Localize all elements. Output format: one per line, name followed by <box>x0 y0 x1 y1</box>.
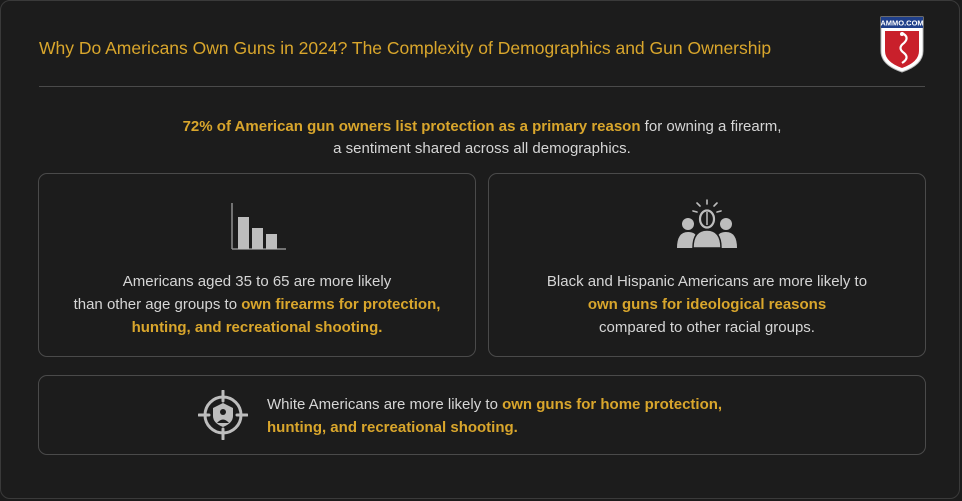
race-line-1: Black and Hispanic Americans are more li… <box>546 273 868 290</box>
white-card: White Americans are more likely to own g… <box>38 375 926 455</box>
age-line-2: than other age groups to own firearms fo… <box>39 293 475 316</box>
bar-chart-icon <box>231 203 286 250</box>
group-people-icon <box>677 199 737 249</box>
intro-line-2: a sentiment shared across all demographi… <box>333 140 631 157</box>
intro-rest: for owning a firearm, <box>640 118 782 135</box>
intro-statement: 72% of American gun owners list protecti… <box>1 116 962 160</box>
page-title: Why Do Americans Own Guns in 2024? The C… <box>39 38 772 58</box>
age-card: Americans aged 35 to 65 are more likely … <box>38 173 476 357</box>
race-line-2: own guns for ideological reasons <box>587 296 827 313</box>
age-line-3: hunting, and recreational shooting. <box>131 319 383 336</box>
intro-line-1: 72% of American gun owners list protecti… <box>1 116 962 138</box>
race-line-3: compared to other racial groups. <box>599 319 815 336</box>
ammo-com-logo: AMMO.COM <box>880 16 924 73</box>
race-card-text: Black and Hispanic Americans are more li… <box>489 270 925 339</box>
white-line-1-plain: White Americans are more likely to <box>267 396 503 413</box>
logo-text: AMMO.COM <box>880 19 923 28</box>
header-divider <box>39 86 925 87</box>
age-card-text: Americans aged 35 to 65 are more likely … <box>39 270 475 339</box>
white-card-text: White Americans are more likely to own g… <box>267 393 722 439</box>
target-crosshair-icon <box>198 390 248 440</box>
age-line-1: Americans aged 35 to 65 are more likely <box>122 273 392 290</box>
age-line-2-highlight: own firearms for protection, <box>241 296 441 313</box>
white-line-2: hunting, and recreational shooting. <box>267 419 518 436</box>
intro-highlight: 72% of American gun owners list protecti… <box>182 118 641 135</box>
white-line-1-highlight: own guns for home protection, <box>502 396 723 413</box>
race-card: Black and Hispanic Americans are more li… <box>488 173 926 357</box>
white-line-1: White Americans are more likely to own g… <box>267 393 722 416</box>
age-line-2-plain: than other age groups to <box>73 296 242 313</box>
